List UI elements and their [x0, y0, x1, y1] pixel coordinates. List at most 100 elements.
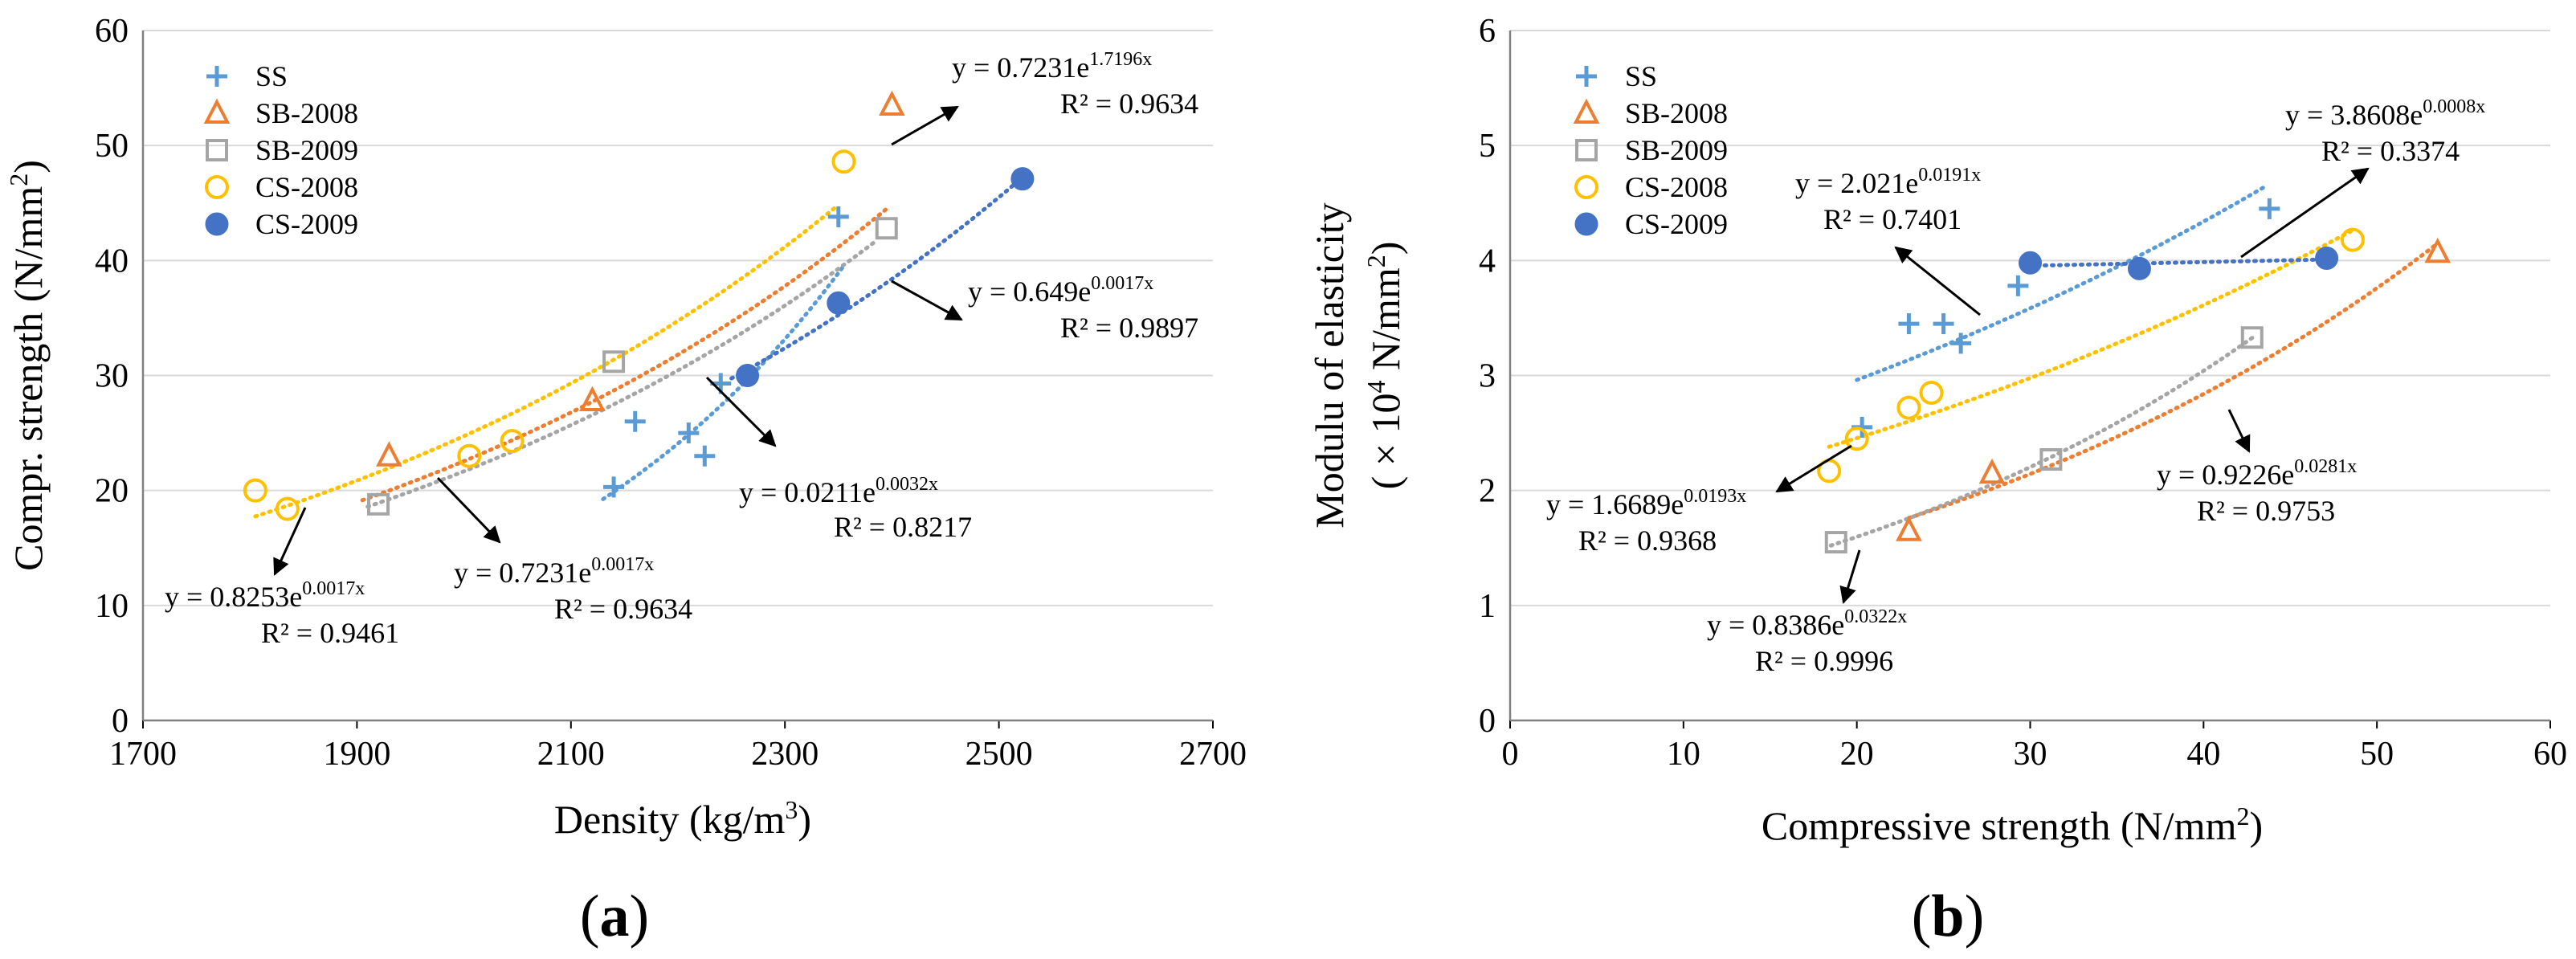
y-tick-label: 60: [95, 13, 129, 50]
legend: SS SB-2008 SB-2009 CS-2008 CS-2009: [1573, 60, 1728, 240]
data-point-cs-2008: [2340, 227, 2365, 252]
trendline-cs-2009: [2028, 257, 2329, 268]
y-tick-label: 10: [95, 588, 129, 625]
y-tick-label: 4: [1479, 243, 1496, 280]
y-tick-label: 0: [1479, 703, 1496, 740]
legend-label: SB-2008: [255, 97, 358, 129]
data-point-cs-2008: [457, 443, 482, 468]
data-point-sb-2009: [1824, 531, 1847, 554]
y-tick-label: 0: [112, 703, 129, 740]
legend-label: SB-2008: [1625, 97, 1728, 129]
legend-label: SB-2009: [1625, 134, 1728, 166]
annotation-arrow: [705, 376, 777, 447]
r-squared: R² = 0.9753: [2197, 495, 2335, 527]
annotation-arrow: [891, 105, 959, 146]
legend-marker-sb-2009: [206, 139, 228, 161]
x-tick-label: 20: [1840, 736, 1874, 773]
legend-marker-cs-2009: [1574, 212, 1598, 236]
data-point-sb-2008: [879, 90, 905, 116]
tick-labels: 0 10 20 30 40 50 60 1700 1900 2100 2300 2500 2700: [95, 13, 1247, 773]
trendline-sb-2008: [360, 206, 889, 503]
data-point-ss: [2007, 275, 2029, 296]
r-squared: R² = 0.8217: [834, 511, 972, 543]
annotation-arrow: [891, 280, 963, 321]
r-squared: R² = 0.9634: [554, 593, 692, 625]
trend-equation: y = 0.7231e1.7196x: [952, 49, 1152, 84]
x-tick-label: 1900: [323, 736, 390, 773]
data-point-cs-2009: [736, 364, 760, 387]
legend-label: SS: [255, 60, 288, 92]
data-point-ss: [827, 206, 849, 227]
data-point-sb-2008: [579, 386, 606, 411]
x-axis-title: Compressive strength (N/mm2): [1762, 802, 2263, 848]
legend-label: CS-2009: [1625, 208, 1728, 240]
annotation-arrow: [2227, 409, 2251, 453]
y-axis-title: Compr. strength (N/mm2): [4, 160, 51, 571]
legend-marker-ss: [206, 66, 227, 87]
annotation-arrow: [436, 476, 501, 544]
data-point-ss: [603, 476, 625, 498]
annotations: y = 2.021e0.0191x R² = 0.7401 y = 0.9226e0…: [1546, 96, 2485, 677]
legend-marker-cs-2008: [1574, 175, 1598, 199]
data-point-sb-2009: [367, 492, 390, 516]
r-squared: R² = 0.9897: [1060, 312, 1198, 344]
legend: SS SB-2008 SB-2009 CS-2008 CS-2009: [203, 60, 358, 240]
panel-label-a: (a): [580, 884, 649, 949]
r-squared: R² = 0.9368: [1578, 524, 1717, 557]
data-point-sb-2008: [1978, 458, 2006, 484]
r-squared: R² = 0.9634: [1060, 88, 1198, 120]
r-squared: R² = 0.9996: [1755, 645, 1893, 677]
annotation-arrow: [273, 507, 307, 576]
y-tick-label: 6: [1479, 13, 1496, 50]
y-tick-label: 5: [1479, 128, 1496, 165]
x-tick-label: 40: [2186, 736, 2220, 773]
trendlines: [253, 177, 1023, 519]
data-point-sb-2009: [2039, 448, 2063, 471]
trendline-sb-2008: [1906, 243, 2436, 520]
r-squared: R² = 0.3374: [2321, 135, 2460, 167]
trend-equation: y = 2.021e0.0191x: [1795, 165, 1981, 199]
annotation-arrow: [2240, 167, 2370, 259]
data-points: [243, 90, 1035, 521]
x-axis-title: Density (kg/m3): [554, 795, 811, 842]
legend-label: SB-2009: [255, 134, 358, 166]
data-point-cs-2008: [1844, 426, 1869, 451]
trendline-ss: [1855, 185, 2267, 382]
data-point-cs-2009: [2315, 246, 2339, 270]
data-point-sb-2009: [2240, 326, 2264, 349]
y-tick-label: 1: [1479, 588, 1496, 625]
axes: [1508, 31, 2551, 728]
y-tick-label: 50: [95, 128, 129, 165]
data-point-cs-2008: [275, 496, 300, 521]
x-tick-label: 1700: [109, 736, 177, 773]
data-points: [1817, 198, 2451, 554]
r-squared: R² = 0.7401: [1823, 203, 1962, 235]
data-point-ss: [1950, 333, 1972, 354]
trend-equation: y = 0.8253e0.0017x: [165, 578, 365, 613]
data-point-sb-2009: [875, 217, 898, 240]
data-point-sb-2008: [2424, 237, 2451, 263]
trend-equation: y = 0.0211e0.0032x: [739, 474, 938, 508]
legend-marker-cs-2009: [205, 212, 229, 236]
x-tick-label: 2500: [965, 736, 1033, 773]
x-tick-label: 60: [2533, 736, 2567, 773]
trendline-sb-2009: [365, 239, 878, 509]
trendline-cs-2008: [253, 202, 841, 519]
data-point-ss: [2259, 198, 2280, 219]
legend-marker-sb-2008: [203, 98, 231, 124]
data-point-cs-2008: [831, 149, 856, 174]
trendline-ss: [601, 263, 846, 501]
trend-equation: y = 0.7231e0.0017x: [454, 554, 654, 589]
legend-label: CS-2009: [255, 208, 358, 240]
x-tick-label: 0: [1502, 736, 1519, 773]
trend-equation: y = 0.8386e0.0322x: [1707, 606, 1907, 641]
data-point-cs-2008: [243, 478, 267, 503]
y-tick-label: 20: [95, 473, 129, 510]
trend-equation: y = 0.649e0.0017x: [968, 273, 1153, 308]
trendline-cs-2008: [1827, 228, 2355, 449]
x-tick-label: 30: [2014, 736, 2047, 773]
legend-marker-sb-2009: [1575, 139, 1598, 161]
